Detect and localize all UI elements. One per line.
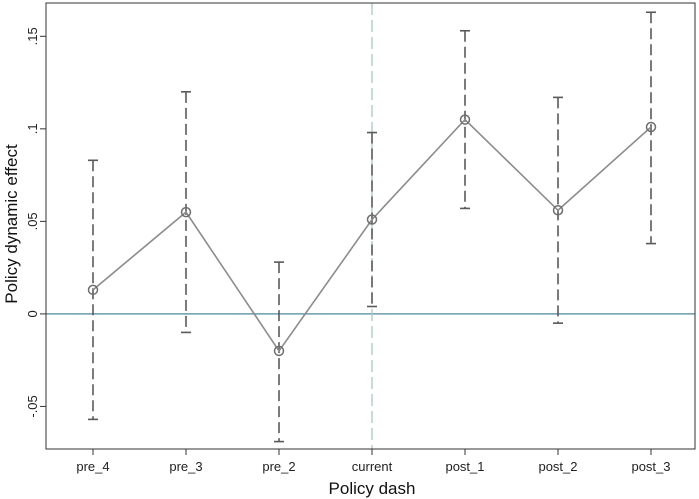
data-point-pre_2	[273, 345, 285, 357]
x-tick-label: pre_4	[76, 459, 109, 474]
data-point-post_1	[459, 114, 471, 125]
y-tick-label: .15	[25, 27, 40, 45]
x-tick-label: post_1	[445, 459, 484, 474]
x-axis-title: Policy dash	[329, 479, 416, 498]
data-point-current	[366, 214, 378, 225]
data-point-pre_4	[87, 284, 99, 296]
data-point-post_3	[645, 121, 657, 133]
x-tick-label: pre_2	[262, 459, 295, 474]
x-tick-label: post_3	[631, 459, 670, 474]
data-point-pre_3	[180, 206, 192, 218]
y-tick-label: 0	[25, 310, 40, 317]
series-line	[92, 118, 652, 353]
data-point-post_2	[552, 205, 564, 216]
x-tick-label: post_2	[538, 459, 577, 474]
x-tick-label: current	[352, 459, 393, 474]
x-tick-label: pre_3	[169, 459, 202, 474]
y-tick-label: .1	[25, 123, 40, 134]
y-axis-title: Policy dynamic effect	[2, 144, 21, 304]
plot-frame	[45, 2, 696, 450]
y-tick-label: .05	[25, 212, 40, 230]
y-tick-label: -.05	[25, 395, 40, 417]
